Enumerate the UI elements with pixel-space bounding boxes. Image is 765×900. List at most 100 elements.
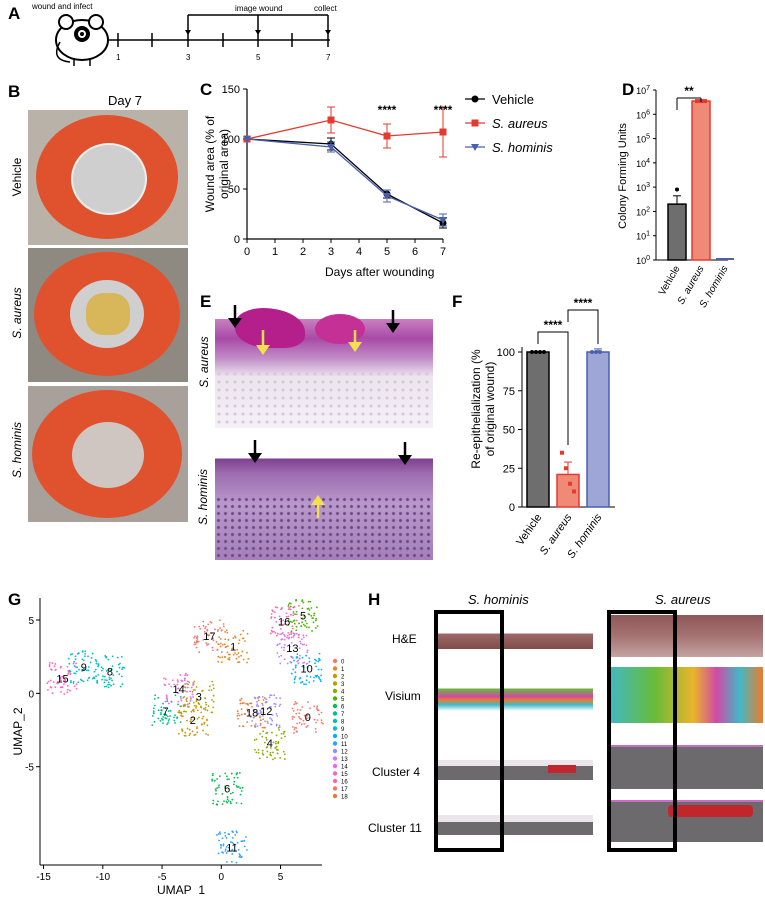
chart-g-point [296, 653, 299, 656]
chart-f-significance: **** [544, 318, 563, 332]
chart-g-point [186, 719, 188, 722]
chart-g-point [269, 694, 272, 696]
chart-g-legend-marker [332, 748, 338, 754]
chart-g-point [91, 652, 94, 655]
chart-g-point [95, 660, 98, 663]
chart-g-point [219, 645, 222, 648]
chart-g-point [268, 706, 271, 709]
chart-g-point [185, 698, 188, 701]
chart-g-point [242, 702, 245, 704]
chart-c-point [383, 132, 391, 140]
chart-g-point [221, 656, 224, 659]
chart-g-point [51, 662, 54, 664]
chart-g-point [238, 639, 241, 642]
chart-g-point [162, 722, 164, 725]
chart-g-point [312, 617, 314, 620]
chart-g-point [303, 615, 306, 617]
chart-g-point [299, 654, 301, 657]
chart-g-point [231, 848, 234, 851]
chart-d-y-tick-label: 101 [636, 231, 650, 242]
chart-g-point [305, 622, 308, 625]
chart-g-point [202, 625, 205, 627]
chart-g-point [186, 680, 189, 683]
chart-g-point [303, 643, 306, 646]
chart-g-point [88, 676, 91, 679]
chart-g-point [275, 634, 278, 637]
chart-g-point [192, 681, 195, 684]
chart-g-point [257, 712, 260, 715]
chart-g-point [294, 701, 297, 703]
chart-g-point [191, 716, 194, 719]
chart-g-point [73, 685, 76, 688]
spatial-aureus-visium [608, 667, 763, 723]
chart-g-point [188, 734, 191, 737]
chart-g-point [216, 803, 219, 806]
chart-g-point [246, 651, 248, 654]
chart-g-point [242, 658, 245, 661]
chart-g-point [178, 709, 181, 712]
chart-g-point [180, 698, 182, 700]
chart-c-x-tick-label: 2 [300, 246, 306, 258]
chart-g-point [297, 604, 300, 607]
chart-g-point [196, 640, 199, 643]
chart-c-legend-label: S. hominis [492, 140, 553, 155]
chart-g-point [225, 645, 228, 648]
chart-f-significance-bracket [567, 309, 599, 344]
chart-g-point [96, 679, 99, 682]
chart-g-point [306, 714, 309, 717]
chart-g-point [256, 711, 258, 713]
chart-g-point [320, 721, 323, 724]
chart-g-point [206, 644, 208, 646]
chart-g-point [231, 836, 234, 839]
day-label-7: 7 [326, 53, 331, 62]
chart-g-legend-marker [332, 681, 338, 686]
chart-g-point [218, 784, 220, 787]
chart-g-point [212, 706, 215, 709]
chart-g-point [285, 636, 288, 639]
chart-g-point [204, 708, 207, 711]
chart-g-point [205, 703, 208, 706]
chart-g-point [64, 678, 67, 681]
chart-g-point [288, 633, 291, 636]
chart-c-x-tick-label: 1 [272, 246, 278, 258]
chart-f-y-tick-label: 100 [497, 347, 515, 359]
chart-c-x-tick-label: 4 [356, 246, 362, 258]
chart-g-point [61, 675, 64, 678]
panel-b-row-hominis: S. hominis [10, 421, 24, 479]
chart-g-point [262, 712, 265, 714]
chart-g-point [227, 653, 230, 656]
chart-g-point [276, 606, 279, 609]
chart-g-point [189, 732, 192, 735]
chart-g-point [46, 688, 49, 691]
spatial-hominis-cluster11 [438, 815, 593, 835]
chart-g-point [280, 627, 282, 630]
chart-g-point [111, 655, 114, 658]
chart-g-point [167, 721, 169, 724]
chart-g-x-tick-label: -5 [158, 872, 167, 883]
chart-g-point [278, 728, 280, 731]
chart-g-point [302, 634, 305, 637]
yellow-arrow-icon [256, 330, 270, 355]
spatial-hominis-he [438, 625, 593, 649]
chart-g-point [202, 620, 205, 623]
chart-g-point [211, 646, 214, 649]
chart-g-point [280, 632, 283, 635]
chart-g-point [153, 697, 156, 700]
chart-g-point [287, 619, 290, 622]
chart-g-point [235, 830, 238, 833]
chart-g-point [272, 630, 275, 633]
chart-g-point [271, 719, 274, 722]
chart-g-point [212, 683, 215, 686]
chart-g-point [240, 840, 243, 843]
chart-g-point [247, 710, 249, 713]
chart-g-point [154, 694, 157, 697]
chart-g-point [166, 723, 168, 726]
chart-g-point [71, 653, 74, 655]
chart-g-legend-label: 13 [341, 757, 348, 763]
chart-g-point [277, 726, 280, 729]
chart-g-legend-label: 0 [341, 660, 345, 666]
chart-g-point [186, 690, 188, 693]
chart-g-point [50, 668, 52, 671]
chart-g-point [219, 638, 222, 640]
chart-g-point [171, 679, 174, 682]
